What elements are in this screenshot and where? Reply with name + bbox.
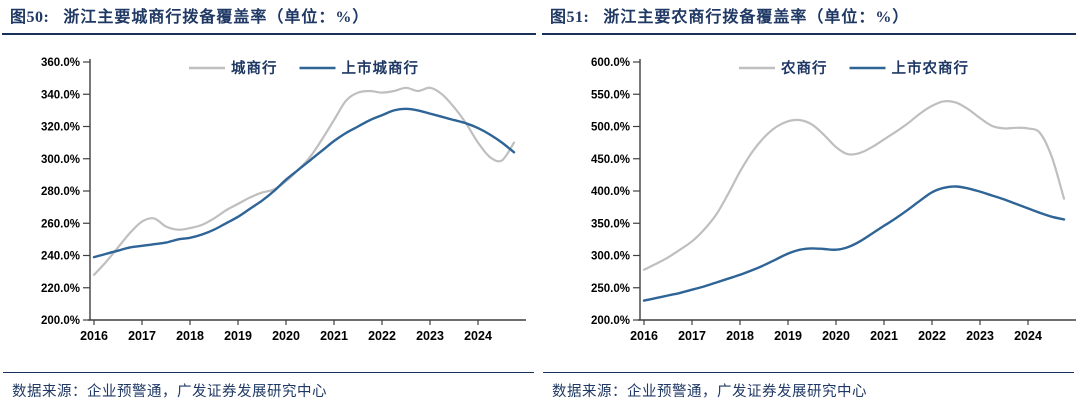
x-tick-label: 2019	[774, 329, 802, 343]
x-tick-label: 2023	[416, 329, 444, 343]
legend-label-1: 上市城商行	[342, 59, 420, 77]
figure-50-title-divider	[2, 33, 536, 35]
y-tick-label: 300.0%	[41, 154, 80, 166]
series-line-0	[92, 86, 516, 276]
y-tick-label: 300.0%	[591, 251, 630, 263]
y-tick-label: 260.0%	[41, 218, 80, 230]
y-tick-label: 200.0%	[591, 315, 630, 327]
figure-51-source-divider	[543, 372, 1074, 373]
x-tick-label: 2022	[918, 329, 946, 343]
y-tick-label: 600.0%	[591, 57, 630, 69]
figure-50-title-text: 浙江主要城商行拨备覆盖率（单位：%）	[63, 9, 370, 26]
x-tick-label: 2021	[870, 329, 898, 343]
y-tick-label: 280.0%	[41, 186, 80, 198]
y-tick-label: 400.0%	[591, 186, 630, 198]
y-tick-label: 200.0%	[41, 315, 80, 327]
figure-51-source-note: 数据来源：企业预警通，广发证券发展研究中心	[552, 384, 867, 400]
x-tick-label: 2019	[224, 329, 252, 343]
figure-50-source-note: 数据来源：企业预警通，广发证券发展研究中心	[12, 384, 327, 400]
x-tick-label: 2016	[630, 329, 658, 343]
x-tick-label: 2021	[320, 329, 348, 343]
x-tick-label: 2016	[80, 329, 108, 343]
y-tick-label: 500.0%	[591, 122, 630, 134]
legend: 农商行 上市农商行	[739, 59, 970, 77]
y-tick-label: 360.0%	[41, 57, 80, 69]
legend-label-0: 农商行	[780, 59, 828, 77]
figure-51-chart-area: 200.0% 250.0% 300.0% 350.0% 400.0% 450.0% 500.…	[540, 38, 1080, 352]
x-tick-label: 2017	[128, 329, 156, 343]
y-tick-label: 250.0%	[591, 283, 630, 295]
series-line-1	[642, 185, 1066, 302]
y-tick-label: 550.0%	[591, 89, 630, 101]
x-tick-label: 2022	[368, 329, 396, 343]
x-tick-label: 2018	[726, 329, 754, 343]
x-tick-label: 2020	[822, 329, 850, 343]
city-banks-line-chart: 200.0% 220.0% 240.0% 260.0% 280.0% 300.0% 320.…	[41, 57, 526, 343]
x-tick-label: 2020	[272, 329, 300, 343]
x-tick-label: 2017	[678, 329, 706, 343]
y-tick-label: 350.0%	[591, 218, 630, 230]
y-tick-label: 450.0%	[591, 154, 630, 166]
figure-50-panel: 图50: 浙江主要城商行拨备覆盖率（单位：%） 200.0% 220.0% 240.0…	[0, 7, 540, 400]
series-line-1	[92, 107, 516, 259]
figure-51-label: 图51:	[550, 9, 590, 26]
figure-51-panel: 图51: 浙江主要农商行拨备覆盖率（单位：%） 200.0% 250.0% 300.0…	[540, 0, 1080, 412]
figure-51-title: 图51: 浙江主要农商行拨备覆盖率（单位：%）	[550, 7, 1072, 29]
legend-label-0: 城商行	[231, 59, 278, 77]
y-tick-label: 320.0%	[41, 122, 80, 134]
legend: 城商行 上市城商行	[189, 59, 420, 77]
figure-50-chart-area: 200.0% 220.0% 240.0% 260.0% 280.0% 300.0% 320.…	[0, 38, 540, 352]
figure-50-title: 图50: 浙江主要城商行拨备覆盖率（单位：%）	[10, 7, 532, 29]
y-tick-label: 220.0%	[41, 283, 80, 295]
figure-50-label: 图50:	[10, 9, 50, 26]
figure-50-source-divider	[3, 372, 534, 373]
x-tick-label: 2024	[464, 329, 492, 343]
rural-banks-line-chart: 200.0% 250.0% 300.0% 350.0% 400.0% 450.0% 500.…	[591, 57, 1076, 343]
x-tick-label: 2018	[176, 329, 204, 343]
x-tick-label: 2023	[966, 329, 994, 343]
legend-label-1: 上市农商行	[892, 59, 970, 77]
x-tick-label: 2024	[1014, 329, 1042, 343]
y-tick-label: 240.0%	[41, 251, 80, 263]
figure-51-title-divider	[542, 33, 1076, 35]
figure-51-title-text: 浙江主要农商行拨备覆盖率（单位：%）	[603, 9, 910, 26]
series-line-0	[642, 100, 1066, 271]
y-tick-label: 340.0%	[41, 89, 80, 101]
